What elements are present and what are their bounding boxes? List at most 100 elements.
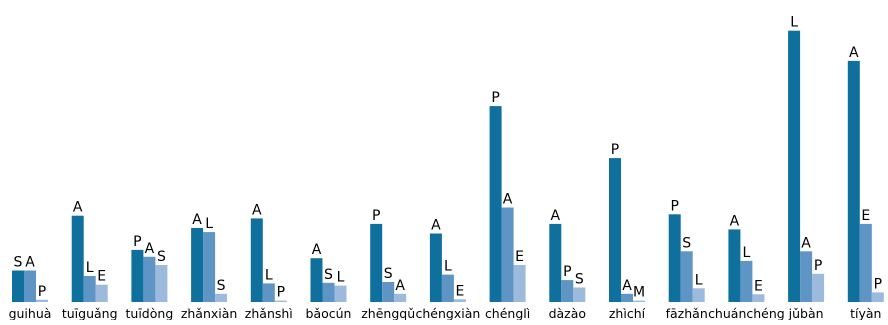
- bar-0-0: [12, 270, 24, 302]
- bar-5-1: [322, 282, 335, 302]
- category-label-11: fāzhǎn: [666, 306, 708, 320]
- bar-label-8-1: A: [503, 192, 513, 208]
- bar-3-2: [215, 293, 228, 302]
- bar-11-1: [680, 251, 693, 302]
- bar-11-2: [692, 288, 705, 302]
- bar-label-4-2: P: [277, 285, 285, 301]
- bar-label-9-1: P: [563, 264, 571, 280]
- bar-1-0: [71, 215, 84, 302]
- bar-label-2-2: S: [157, 249, 166, 265]
- bar-2-1: [143, 256, 156, 302]
- bar-12-2: [752, 294, 765, 302]
- bar-label-0-1: A: [25, 255, 35, 271]
- bar-2-2: [155, 265, 168, 302]
- bar-label-3-0: A: [192, 212, 202, 228]
- category-label-14: tíyàn: [850, 306, 881, 320]
- bar-label-3-1: L: [205, 216, 213, 232]
- bar-label-12-0: A: [730, 213, 740, 229]
- bar-label-1-2: E: [97, 269, 106, 285]
- bar-label-8-0: P: [491, 90, 499, 106]
- bar-label-4-0: A: [252, 202, 262, 218]
- bar-label-1-1: L: [86, 260, 94, 276]
- bar-label-11-2: L: [695, 272, 703, 288]
- bar-label-1-0: A: [73, 200, 83, 216]
- bar-label-14-0: A: [849, 45, 859, 61]
- bar-8-2: [513, 265, 526, 302]
- bar-7-1: [441, 274, 454, 302]
- bar-label-4-1: L: [265, 267, 273, 283]
- bar-label-13-1: A: [801, 235, 811, 251]
- category-label-12: chuánchéng: [708, 306, 785, 320]
- bar-13-0: [788, 30, 801, 302]
- bar-8-1: [501, 207, 514, 302]
- bar-label-14-2: P: [874, 276, 882, 292]
- bar-9-0: [549, 223, 562, 302]
- bar-label-13-2: P: [814, 258, 822, 274]
- category-label-7: chéngxiàn: [416, 306, 481, 320]
- bar-0-1: [24, 270, 36, 302]
- bar-14-0: [847, 60, 860, 303]
- bar-label-7-1: L: [444, 259, 452, 275]
- bar-0-2: [36, 299, 48, 302]
- bar-6-0: [370, 223, 383, 302]
- bar-label-6-1: S: [384, 266, 393, 282]
- bar-11-0: [668, 214, 681, 302]
- bar-label-9-0: A: [551, 208, 561, 224]
- category-label-6: zhēngqǔ: [361, 306, 415, 320]
- category-label-10: zhìchí: [609, 306, 646, 320]
- bar-label-3-2: S: [217, 278, 226, 294]
- bar-6-2: [394, 293, 407, 302]
- bar-label-2-1: A: [145, 241, 155, 257]
- bar-label-0-2: P: [38, 284, 46, 300]
- bar-7-0: [429, 233, 442, 302]
- bar-label-12-2: E: [754, 278, 763, 294]
- bar-8-0: [489, 106, 502, 302]
- bar-label-0-0: S: [14, 255, 23, 271]
- bar-9-1: [561, 280, 574, 302]
- bar-label-5-1: S: [324, 267, 333, 283]
- bar-4-0: [250, 218, 263, 302]
- bar-label-9-2: S: [575, 272, 584, 288]
- category-label-5: bǎocún: [306, 306, 352, 320]
- bar-label-8-2: E: [515, 249, 524, 265]
- bar-label-6-2: A: [395, 278, 405, 294]
- bar-label-6-0: P: [372, 208, 380, 224]
- category-label-3: zhǎnxiàn: [181, 306, 238, 320]
- bar-label-7-0: A: [431, 218, 441, 234]
- bar-label-14-1: E: [861, 208, 870, 224]
- bar-13-2: [812, 273, 825, 302]
- bar-3-0: [191, 228, 204, 302]
- bar-label-10-1: A: [622, 278, 632, 294]
- bar-10-0: [609, 158, 621, 302]
- bar-14-2: [871, 292, 884, 302]
- bar-label-10-2: M: [633, 285, 645, 301]
- category-label-2: tuīdòng: [126, 306, 174, 320]
- bar-label-10-0: P: [611, 142, 619, 158]
- bar-5-0: [310, 258, 323, 302]
- bar-label-11-1: S: [682, 235, 691, 251]
- bar-12-0: [728, 229, 741, 302]
- category-label-8: chénglì: [485, 306, 530, 320]
- bar-13-1: [800, 251, 813, 302]
- bar-14-1: [859, 223, 872, 302]
- bar-6-1: [382, 282, 395, 302]
- category-label-1: tuīguǎng: [62, 306, 118, 320]
- category-label-9: dàzào: [549, 306, 586, 320]
- bar-5-2: [334, 285, 347, 302]
- bar-4-1: [262, 283, 275, 302]
- bar-label-5-2: L: [337, 270, 345, 286]
